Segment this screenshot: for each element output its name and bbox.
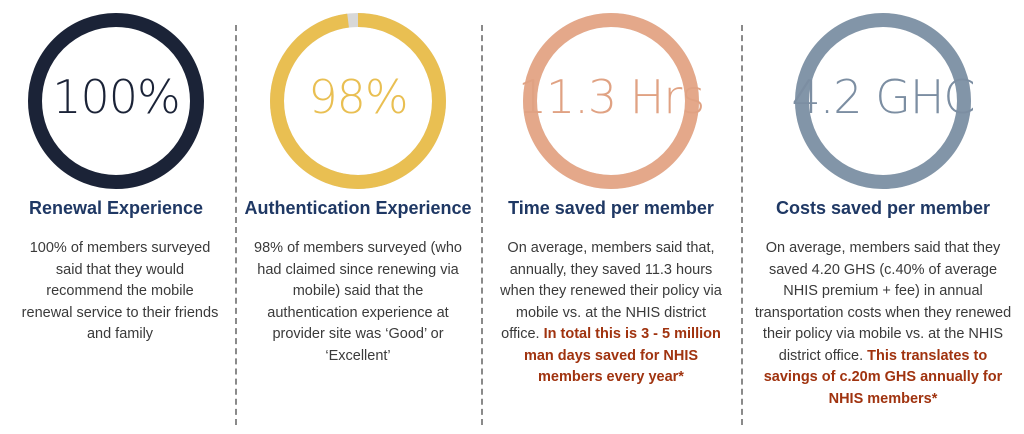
stat-column-costs-saved: 4.2 GHC Costs saved per member On averag…: [744, 0, 1022, 434]
stat-description-text: On average, members said that, annually,…: [500, 240, 722, 342]
divider: [481, 25, 483, 425]
stat-heading: Time saved per member: [508, 198, 714, 218]
stat-column-authentication: 98% Authentication Experience 98% of mem…: [238, 0, 478, 434]
progress-ring: 98%: [264, 7, 452, 195]
stat-column-renewal: 100% Renewal Experience 100% of members …: [0, 0, 232, 434]
stat-value: 98%: [308, 70, 408, 124]
divider: [741, 25, 743, 425]
stat-description-text: 98% of members surveyed (who had claimed…: [254, 240, 462, 364]
progress-ring: 4.2 GHC: [789, 7, 977, 195]
ring-graphic: [523, 13, 699, 189]
stat-highlight: This translates to savings of c.20m GHS …: [763, 347, 1003, 407]
stat-description-text: 100% of members surveyed said that they …: [21, 240, 219, 342]
progress-ring: 100%: [22, 7, 210, 195]
stat-value: 100%: [52, 70, 181, 124]
ring-graphic: [28, 13, 204, 189]
ring-graphic: [270, 13, 446, 189]
stat-value: 4.2 GHC: [791, 70, 975, 124]
stat-description: 100% of members surveyed said that they …: [20, 238, 220, 346]
stat-description: On average, members said that, annually,…: [496, 238, 726, 389]
stat-heading: Renewal Experience: [28, 198, 204, 218]
stat-description-text: On average, members said that they saved…: [754, 240, 1012, 364]
stat-column-time-saved: 11.3 Hrs Time saved per member On averag…: [484, 0, 738, 434]
ring-graphic: [795, 13, 971, 189]
stat-value: 11.3 Hrs: [517, 70, 706, 124]
progress-ring: 11.3 Hrs: [517, 7, 705, 195]
stat-heading: Costs saved per member: [775, 198, 991, 218]
stat-description: On average, members said that they saved…: [752, 238, 1014, 410]
stat-highlight: In total this is 3 - 5 million man days …: [523, 326, 721, 385]
stat-heading: Authentication Experience: [244, 198, 472, 218]
stat-description: 98% of members surveyed (who had claimed…: [252, 238, 464, 367]
divider: [235, 25, 237, 425]
